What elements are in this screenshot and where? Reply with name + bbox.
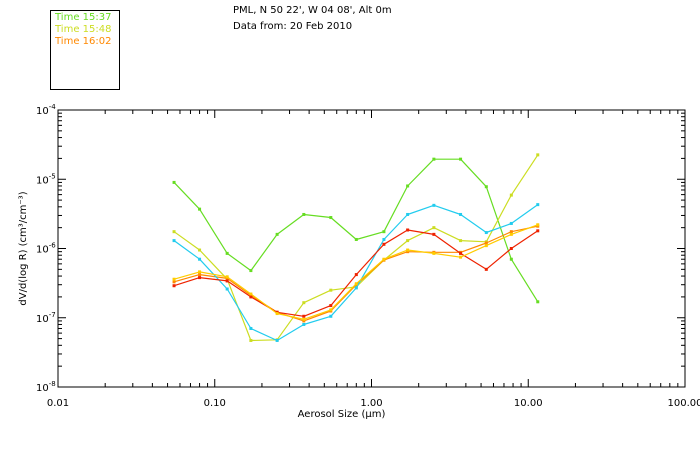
series-6-point: [172, 277, 176, 281]
series-6-point: [406, 248, 410, 252]
series-4-point: [249, 326, 253, 330]
series-1-point: [225, 251, 229, 255]
series-4-point: [536, 203, 540, 207]
header-date: Data from: 20 Feb 2010: [233, 21, 353, 32]
series-line-4: [173, 204, 539, 342]
series-5-point: [302, 314, 306, 318]
series-1-point: [484, 185, 488, 189]
series-6-point: [302, 317, 306, 321]
x-tick-label: 100.00: [668, 398, 700, 409]
y-tick-label: 10-5: [36, 172, 56, 186]
legend: Time 15:37 Time 15:48 Time 16:02: [50, 10, 120, 90]
series-2-point: [302, 301, 306, 305]
series-4-point: [382, 237, 386, 241]
series-1-point: [198, 207, 202, 211]
series-4-point: [459, 212, 463, 216]
series-4-point: [484, 231, 488, 235]
series-1-point: [302, 212, 306, 216]
series-1-point: [329, 216, 333, 220]
legend-entry: Time 15:48: [55, 24, 112, 35]
y-tick-label: 10-6: [36, 242, 56, 256]
series-5-point: [382, 242, 386, 246]
series-1-point: [249, 269, 253, 273]
series-6-point: [459, 255, 463, 259]
series-2-point: [536, 153, 540, 157]
series-1-point: [406, 184, 410, 188]
series-3-point: [509, 230, 513, 234]
x-tick-label: 10.00: [514, 398, 543, 409]
series-5-point: [329, 304, 333, 308]
series-6-point: [198, 270, 202, 274]
series-5-point: [172, 284, 176, 288]
series-6-point: [509, 232, 513, 236]
y-tick-label: 10-8: [36, 380, 56, 394]
series-5-point: [249, 295, 253, 299]
series-4-point: [432, 203, 436, 207]
series-5-point: [459, 251, 463, 255]
series-5-point: [225, 279, 229, 283]
series-6-point: [225, 275, 229, 279]
series-4-point: [302, 322, 306, 326]
series-3-point: [198, 273, 202, 277]
x-axis-title: Aerosol Size (μm): [298, 409, 386, 420]
series-5-point: [198, 276, 202, 280]
series-6-point: [536, 223, 540, 227]
series-1-point: [432, 157, 436, 161]
series-3-point: [302, 319, 306, 323]
y-axis-title: dV/d(log R) (cm³/cm⁻³): [18, 191, 29, 305]
x-tick-label: 0.01: [47, 398, 69, 409]
series-1-point: [354, 237, 358, 241]
series-6-point: [432, 251, 436, 255]
header-location: PML, N 50 22', W 04 08', Alt 0m: [233, 5, 392, 16]
series-3-point: [225, 276, 229, 280]
series-3-point: [484, 241, 488, 245]
series-1-point: [172, 180, 176, 184]
series-5-point: [354, 273, 358, 277]
series-2-point: [432, 226, 436, 230]
legend-entry: Time 16:02: [55, 36, 112, 47]
series-3-point: [172, 280, 176, 284]
y-tick-label: 10-4: [36, 103, 56, 117]
series-2-point: [509, 193, 513, 197]
series-1-point: [459, 157, 463, 161]
series-4-point: [275, 338, 279, 342]
plot-frame: [57, 109, 686, 388]
series-6-point: [354, 282, 358, 286]
series-6-point: [275, 312, 279, 316]
series-4-point: [329, 314, 333, 318]
series-6-point: [382, 257, 386, 261]
series-5-point: [432, 232, 436, 236]
x-tick-label: 0.10: [204, 398, 226, 409]
series-2-point: [172, 230, 176, 234]
series-5-point: [509, 247, 513, 250]
series-3-point: [406, 250, 410, 254]
series-4-point: [406, 212, 410, 216]
x-tick-label: 1.00: [360, 398, 382, 409]
series-2-point: [198, 248, 202, 252]
series-1-point: [509, 257, 513, 261]
series-2-point: [329, 288, 333, 292]
series-1-point: [536, 300, 540, 304]
series-2-point: [406, 239, 410, 243]
series-4-point: [172, 239, 176, 243]
series-5-point: [536, 229, 540, 233]
legend-entry: Time 15:37: [55, 12, 112, 23]
series-2-point: [459, 239, 463, 243]
series-6-point: [329, 308, 333, 312]
series-4-point: [354, 286, 358, 290]
series-1-point: [275, 232, 279, 236]
series-5-point: [484, 267, 488, 271]
series-5-point: [406, 228, 410, 232]
series-6-point: [249, 292, 253, 296]
series-2-point: [249, 338, 253, 342]
y-tick-label: 10-7: [36, 311, 56, 325]
series-1-point: [382, 230, 386, 234]
series-4-point: [509, 221, 513, 225]
series-6-point: [484, 244, 488, 248]
series-4-point: [225, 287, 229, 291]
series-4-point: [198, 257, 202, 261]
